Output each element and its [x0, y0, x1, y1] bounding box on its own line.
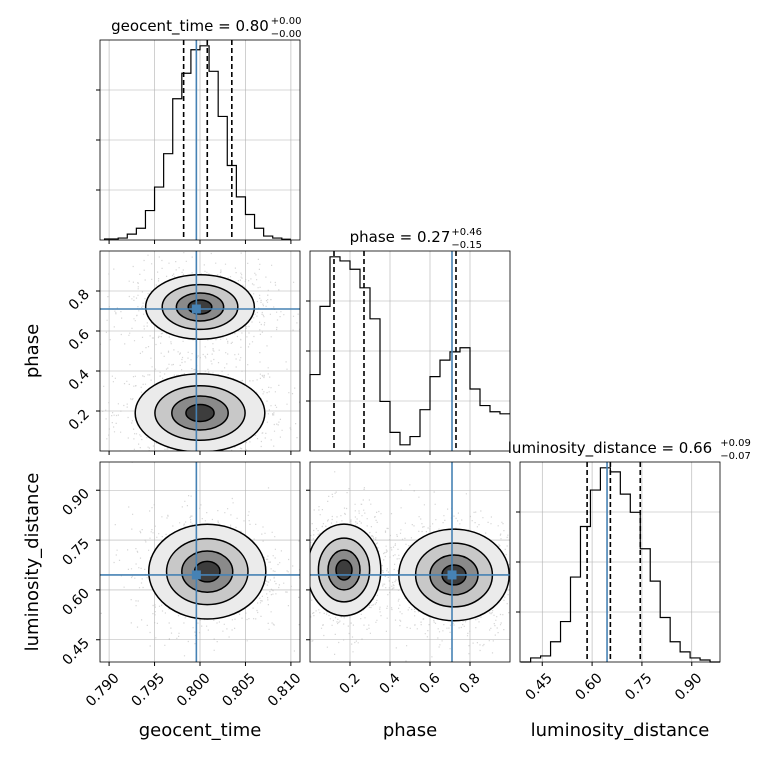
contour-line	[327, 549, 361, 591]
x-tick-label: 0.75	[622, 670, 655, 703]
x-tick-label: 0.6	[417, 670, 444, 697]
x-tick-label: 0.60	[572, 670, 605, 703]
x-tick-label: 0.4	[377, 670, 404, 697]
x-tick-label: 0.795	[128, 670, 168, 710]
x-tick-label: 0.790	[83, 670, 123, 710]
histogram-step	[309, 256, 510, 451]
title-lower-error: −0.15	[451, 240, 482, 251]
contour-line	[187, 299, 213, 315]
y-tick-label: 0.4	[66, 366, 93, 393]
y-tick-label: 0.75	[59, 536, 92, 569]
x-tick-label: 0.810	[265, 670, 305, 710]
truth-marker	[447, 570, 457, 580]
contour-line	[147, 523, 267, 620]
hist-frame	[309, 250, 511, 452]
histogram-step	[103, 45, 291, 240]
y-tick-label: 0.8	[66, 287, 93, 314]
x-tick-label: 0.8	[457, 670, 484, 697]
contour-line	[134, 373, 266, 451]
contour-line	[154, 385, 246, 441]
x-tick-label: 0.90	[672, 670, 705, 703]
contour-line	[185, 403, 215, 423]
contour-line	[335, 559, 353, 581]
title-lower-error: −0.00	[271, 29, 302, 40]
pair-frame	[309, 461, 511, 663]
panel-title: luminosity_distance = 0.66	[508, 439, 712, 458]
panel-title: geocent_time = 0.80	[111, 17, 269, 36]
contour-line	[181, 550, 234, 593]
hist-panel-luminosity_distance: luminosity_distance = 0.66 +0.09 −0.07	[508, 438, 751, 666]
contour-line	[310, 523, 382, 617]
pair-frame	[99, 250, 301, 452]
density-level	[185, 404, 215, 422]
hist-panel-phase: phase = 0.27 +0.46 −0.15	[306, 227, 510, 455]
x-axis-label: phase	[383, 720, 437, 741]
contour-line	[144, 274, 256, 340]
title-upper-error: +0.09	[720, 438, 751, 449]
contour-line	[171, 395, 229, 431]
contour-line	[317, 537, 371, 603]
pair-panel-phase-luminosity_distance	[306, 462, 510, 666]
pair-panel-geocent_time-luminosity_distance	[96, 462, 300, 666]
pair-frame	[99, 461, 301, 663]
x-tick-label: 0.800	[174, 670, 214, 710]
truth-marker	[191, 570, 201, 580]
truth-marker	[191, 304, 201, 314]
hist-frame	[519, 461, 721, 663]
hist-panel-geocent_time: geocent_time = 0.80 +0.00 −0.00	[96, 16, 301, 244]
y-tick-label: 0.45	[59, 635, 92, 668]
title-lower-error: −0.07	[720, 451, 751, 462]
density-level	[194, 561, 220, 582]
panel-title: phase = 0.27	[350, 228, 451, 246]
panel-content	[100, 251, 300, 451]
y-tick-label: 0.2	[66, 407, 93, 434]
histogram-step	[520, 467, 720, 663]
x-tick-label: 0.2	[337, 670, 364, 697]
y-axis-label: luminosity_distance	[22, 473, 43, 652]
contour-line	[161, 283, 239, 331]
y-axis-label: phase	[22, 324, 43, 378]
title-upper-error: +0.00	[271, 16, 302, 27]
contour-line	[165, 537, 249, 606]
y-tick-label: 0.90	[59, 486, 92, 519]
hist-frame	[99, 39, 301, 241]
contour-line	[175, 292, 225, 322]
pair-panel-geocent_time-phase	[96, 251, 300, 455]
y-tick-label: 0.6	[66, 326, 93, 353]
x-tick-label: 0.805	[219, 670, 259, 710]
panel-content	[310, 462, 510, 662]
y-tick-label: 0.60	[59, 585, 92, 618]
x-axis-label: geocent_time	[139, 720, 262, 741]
panel-content	[100, 462, 300, 662]
title-upper-error: +0.46	[451, 227, 482, 238]
x-tick-label: 0.45	[523, 670, 556, 703]
x-axis-label: luminosity_distance	[531, 720, 710, 741]
